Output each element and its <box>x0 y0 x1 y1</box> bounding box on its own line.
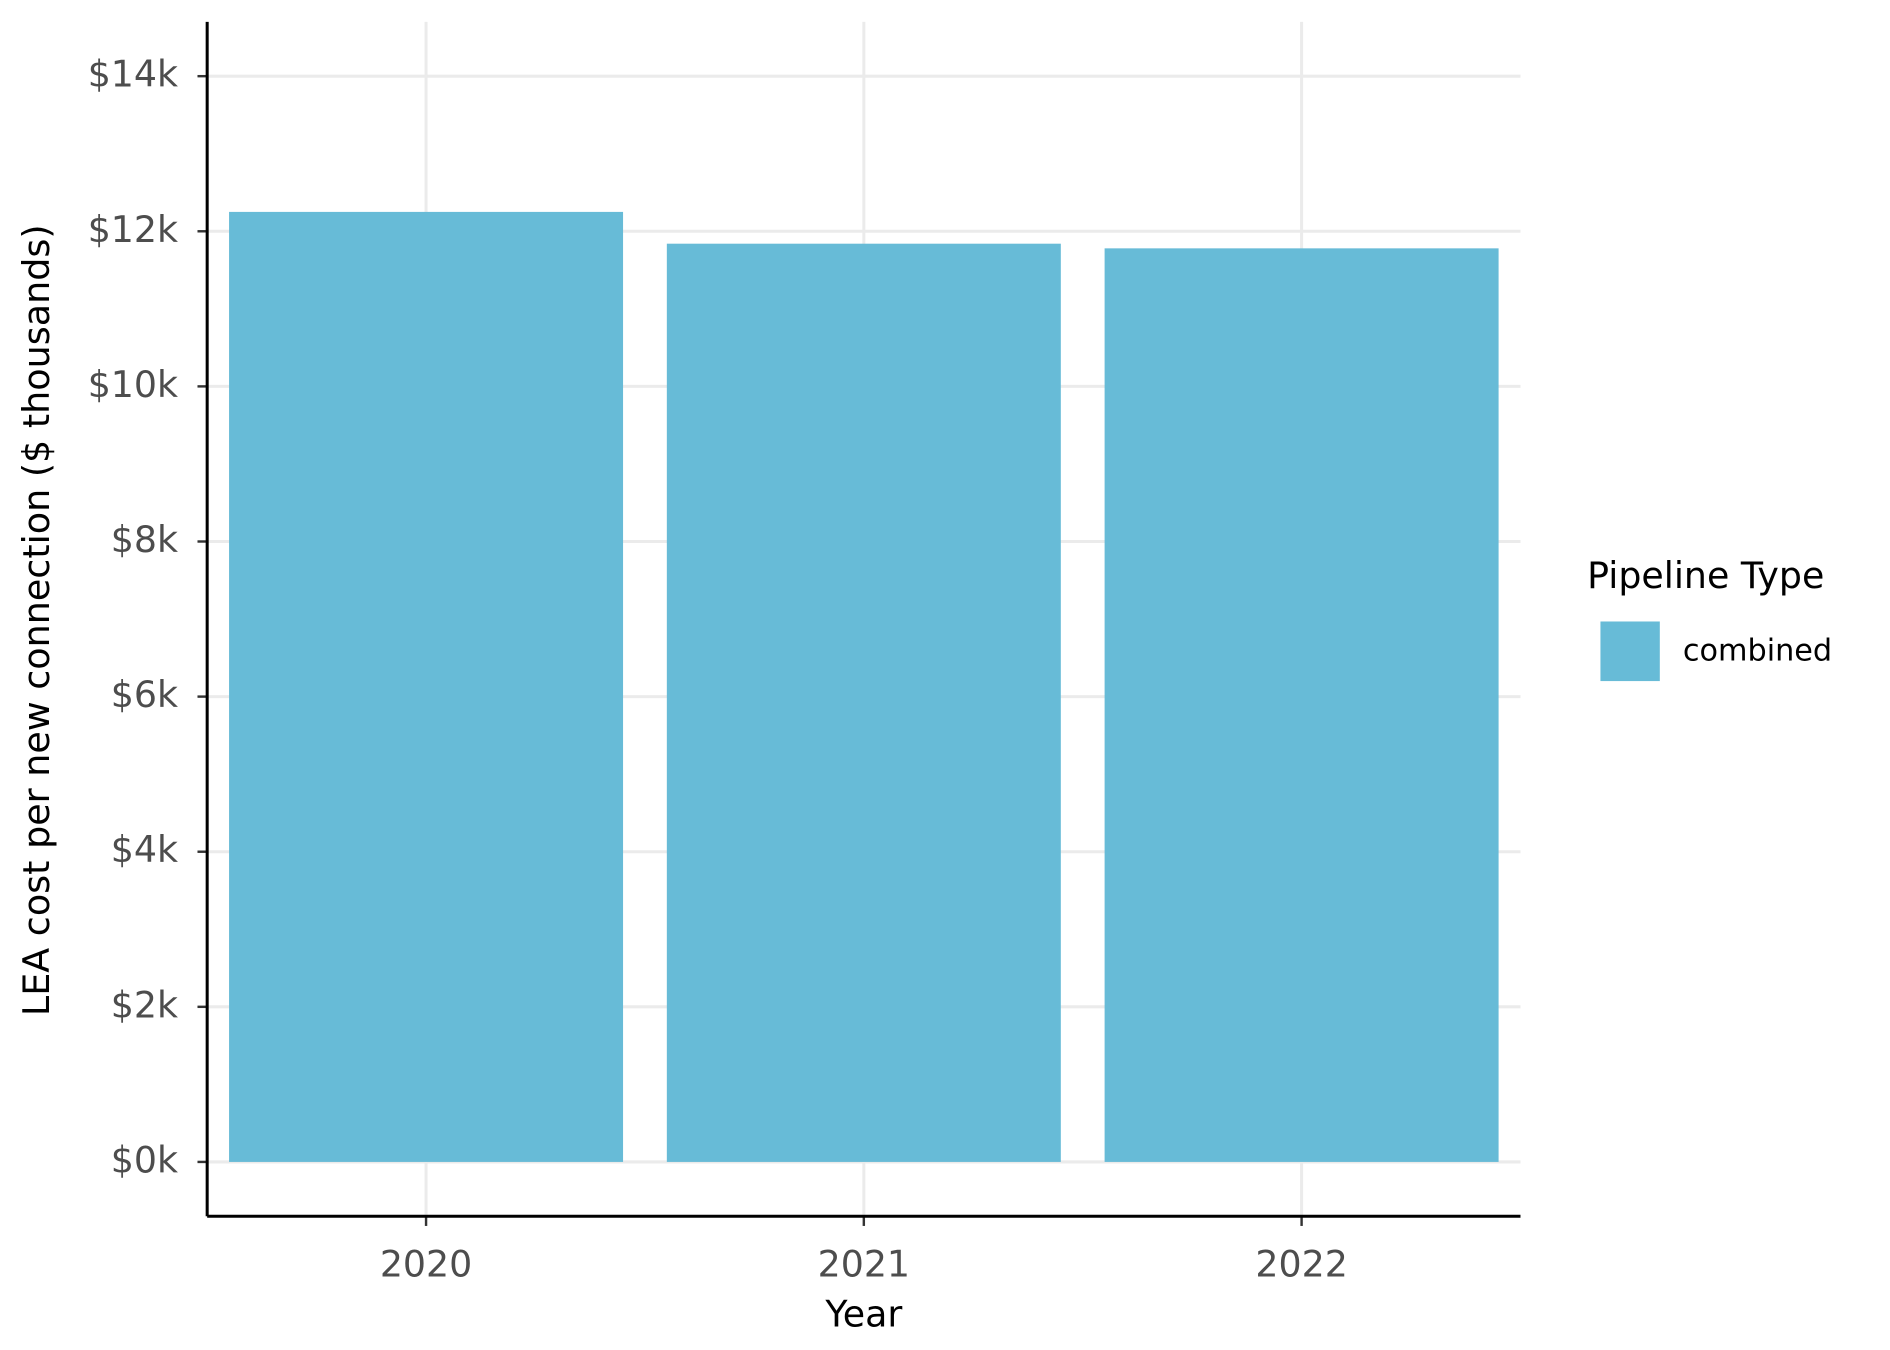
y-tick-label: $12k <box>88 208 178 251</box>
legend-title: Pipeline Type <box>1587 554 1824 597</box>
x-tick-label: 2021 <box>818 1243 910 1286</box>
x-axis-title: Year <box>824 1292 902 1335</box>
y-tick-label: $4k <box>111 828 178 871</box>
bar <box>666 243 1061 1162</box>
y-tick-label: $14k <box>88 53 178 96</box>
y-axis-title: LEA cost per new connection ($ thousands… <box>15 224 58 1016</box>
y-tick-label: $0k <box>111 1138 178 1181</box>
legend-key <box>1600 621 1660 682</box>
bar <box>1104 248 1499 1162</box>
bar <box>229 211 624 1162</box>
x-tick-label: 2022 <box>1255 1243 1347 1286</box>
y-tick-label: $6k <box>111 673 178 716</box>
y-tick-label: $2k <box>111 983 178 1026</box>
legend-label: combined <box>1683 633 1832 668</box>
x-tick-label: 2020 <box>380 1243 472 1286</box>
y-tick-label: $10k <box>88 363 178 406</box>
y-tick-label: $8k <box>111 518 178 561</box>
